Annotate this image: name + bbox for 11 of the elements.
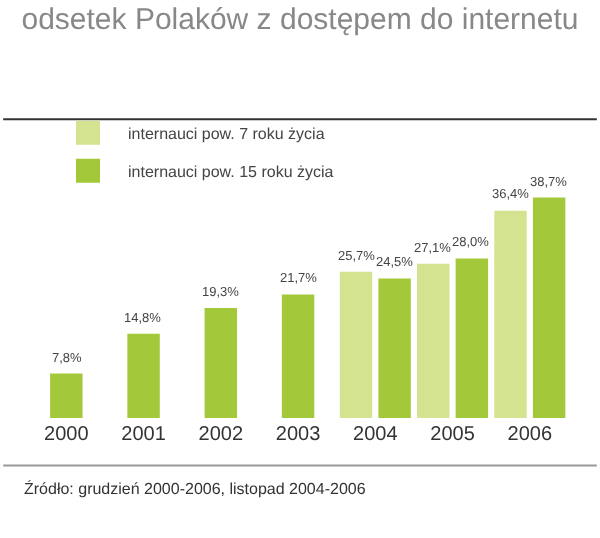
legend-label: internauci pow. 7 roku życia bbox=[128, 125, 326, 144]
chart-title: odsetek Polaków z dostępem do internetu bbox=[21, 3, 579, 38]
x-tick-label: 2000 bbox=[44, 424, 90, 446]
x-tick-label: 2001 bbox=[121, 424, 167, 446]
x-tick-label: 2003 bbox=[275, 424, 322, 446]
x-tick-label: 2006 bbox=[507, 424, 553, 446]
x-tick-label: 2005 bbox=[430, 424, 476, 446]
legend-label: internauci pow. 15 roku życia bbox=[128, 163, 335, 182]
x-tick-label: 2004 bbox=[353, 424, 399, 446]
text: Źródło: grudzień 2000-2006, listopad 2004-2006 bbox=[24, 480, 367, 498]
x-tick-label: 2002 bbox=[198, 424, 244, 446]
